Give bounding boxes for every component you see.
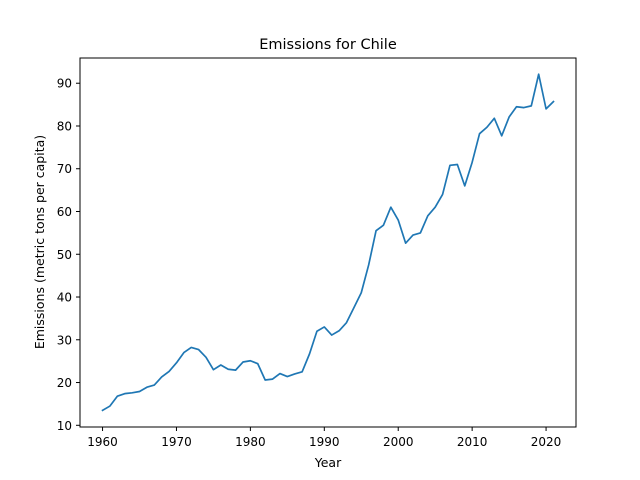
x-tick-label: 1970 [161, 435, 192, 449]
y-tick-label: 40 [57, 291, 72, 305]
y-tick-label: 70 [57, 162, 72, 176]
x-tick-label: 1990 [309, 435, 340, 449]
y-tick-label: 50 [57, 248, 72, 262]
series-line [101, 73, 555, 412]
y-axis-label: Emissions (metric tons per capita) [32, 135, 47, 349]
x-tick-label: 1960 [87, 435, 118, 449]
x-tick-label: 2010 [457, 435, 488, 449]
y-tick-label: 60 [57, 205, 72, 219]
y-tick-label: 90 [57, 77, 72, 91]
y-tick-label: 10 [57, 419, 72, 433]
plot-frame [79, 57, 577, 428]
chart-title: Emissions for Chile [259, 37, 397, 53]
y-tick-label: 80 [57, 119, 72, 133]
x-tick-label: 1980 [235, 435, 266, 449]
x-tick-label: 2000 [383, 435, 414, 449]
x-axis-label: Year [314, 455, 342, 470]
y-tick-label: 30 [57, 333, 72, 347]
x-tick-label: 2020 [531, 435, 562, 449]
y-axis: 10 20 30 40 50 60 70 80 90 [57, 77, 80, 433]
x-axis: 1960 1970 1980 1990 2000 2010 2020 [87, 427, 561, 449]
plot-area [101, 73, 555, 412]
y-tick-label: 20 [57, 376, 72, 390]
